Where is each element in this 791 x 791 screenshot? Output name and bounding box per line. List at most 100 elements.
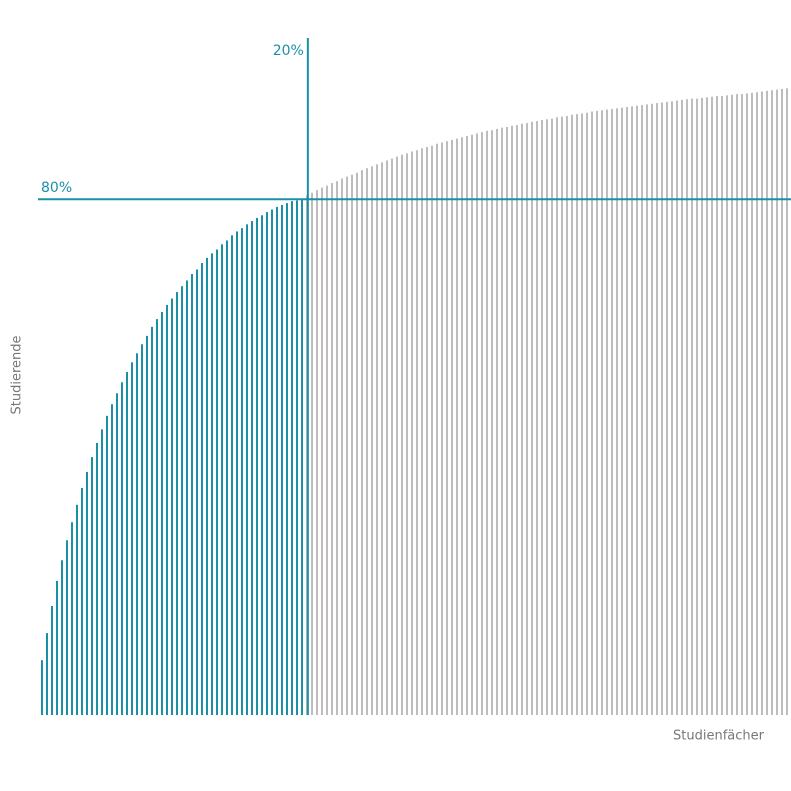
bar	[551, 118, 553, 716]
bar	[761, 91, 763, 715]
bar	[526, 123, 528, 715]
bar	[161, 312, 163, 715]
bar	[46, 633, 48, 715]
bar	[196, 269, 198, 715]
bar	[366, 168, 368, 716]
bar	[251, 221, 253, 716]
bar	[716, 96, 718, 716]
bar	[241, 228, 243, 715]
bar	[481, 132, 483, 715]
reference-label-y: 80%	[41, 180, 72, 196]
bar	[216, 249, 218, 715]
bar	[346, 176, 348, 716]
bar	[591, 111, 593, 715]
bar	[636, 105, 638, 715]
bar	[331, 183, 333, 716]
bar	[176, 292, 178, 715]
bar	[446, 141, 448, 715]
bar	[451, 139, 453, 715]
bar	[511, 125, 513, 715]
bar	[426, 146, 428, 715]
bar	[746, 93, 748, 715]
bar	[76, 504, 78, 715]
bar	[341, 178, 343, 715]
bar	[641, 105, 643, 715]
bar	[646, 104, 648, 716]
bar	[236, 231, 238, 715]
x-axis-label: Studienfächer	[673, 729, 765, 744]
bar	[136, 353, 138, 715]
bar	[741, 94, 743, 715]
bar	[416, 150, 418, 715]
bar	[126, 371, 128, 715]
bar	[231, 235, 233, 715]
bar	[326, 185, 328, 715]
bar	[521, 123, 523, 715]
reference-label-x: 20%	[273, 43, 304, 59]
bar	[61, 560, 63, 715]
bar	[146, 335, 148, 715]
bar	[516, 125, 518, 716]
bar	[391, 158, 393, 715]
bar	[606, 109, 608, 715]
bar	[321, 187, 323, 715]
bar	[186, 280, 188, 715]
bar	[701, 97, 703, 715]
bar	[111, 404, 113, 715]
bar	[66, 540, 68, 715]
bar	[466, 136, 468, 716]
bar	[246, 224, 248, 716]
bar	[266, 212, 268, 716]
bar	[201, 263, 203, 715]
bar	[56, 580, 58, 715]
bar	[131, 362, 133, 715]
bar	[261, 215, 263, 716]
bar	[211, 253, 213, 716]
bar	[81, 488, 83, 715]
bar	[351, 174, 353, 716]
bar	[656, 103, 658, 715]
bar	[726, 95, 728, 716]
bar	[431, 145, 433, 715]
bar	[676, 100, 678, 715]
bar	[311, 192, 313, 715]
bar	[291, 201, 293, 715]
bar	[706, 97, 708, 715]
bar	[546, 119, 548, 716]
bar	[671, 101, 673, 716]
bar	[206, 257, 208, 715]
bar	[281, 204, 283, 715]
bar	[581, 113, 583, 716]
bar	[696, 98, 698, 716]
bar	[411, 151, 413, 715]
bar	[536, 121, 538, 715]
bar	[386, 160, 388, 715]
bar	[256, 217, 258, 716]
bar	[286, 203, 288, 715]
bar	[376, 164, 378, 715]
bar	[781, 88, 783, 716]
bar	[191, 273, 193, 715]
bar	[651, 103, 653, 715]
bar	[436, 143, 438, 715]
bar	[496, 128, 498, 715]
bar	[361, 170, 363, 715]
bar	[96, 442, 98, 715]
bar	[681, 99, 683, 715]
bar	[101, 429, 103, 715]
bar	[171, 298, 173, 715]
bar	[441, 142, 443, 716]
bar	[141, 344, 143, 715]
bar	[421, 148, 423, 716]
bar	[406, 153, 408, 716]
bar	[151, 326, 153, 715]
bar	[626, 106, 628, 716]
bar	[91, 457, 93, 715]
bar	[611, 108, 613, 715]
bar	[86, 471, 88, 715]
bar	[226, 240, 228, 715]
bar	[476, 133, 478, 716]
bar	[666, 101, 668, 716]
bar	[556, 117, 558, 715]
